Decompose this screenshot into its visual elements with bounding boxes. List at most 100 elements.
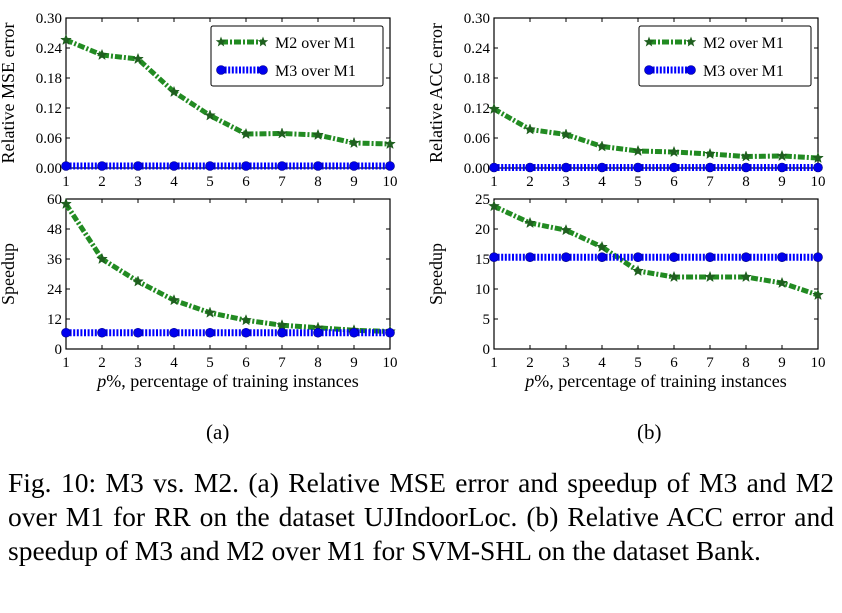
data-point-m3 <box>97 161 107 171</box>
data-point-m3 <box>169 327 179 338</box>
x-tick-label: 3 <box>562 174 570 190</box>
x-tick-label: 4 <box>598 355 606 371</box>
y-tick-label: 15 <box>475 252 490 268</box>
data-point-m3 <box>133 327 143 338</box>
data-point-m3 <box>777 252 787 263</box>
x-tick-label: 6 <box>670 174 678 190</box>
subfigure-label-a: (a) <box>206 420 230 444</box>
x-tick-label: 8 <box>742 174 750 190</box>
x-tick-label: 3 <box>134 174 142 190</box>
x-tick-label: 5 <box>206 174 214 190</box>
y-axis-label: Speedup <box>426 243 446 305</box>
data-point-m3 <box>385 161 395 171</box>
data-point-m2 <box>384 137 396 150</box>
y-tick-label: 0.24 <box>464 41 491 57</box>
y-tick-label: 0.12 <box>464 101 490 117</box>
y-tick-label: 0.30 <box>464 11 490 27</box>
y-tick-label: 10 <box>475 282 490 298</box>
data-point-m3 <box>597 162 607 173</box>
x-tick-label: 9 <box>778 174 786 190</box>
data-point-m2 <box>312 128 324 141</box>
y-tick-label: 0.30 <box>36 11 62 27</box>
x-tick-label: 9 <box>350 174 358 190</box>
legend-marker-m3 <box>258 65 268 75</box>
data-point-m3 <box>313 161 323 171</box>
data-point-m2 <box>204 109 216 121</box>
x-tick-label: 3 <box>134 355 142 371</box>
data-point-m3 <box>489 162 499 173</box>
y-tick-label: 20 <box>475 222 490 238</box>
data-point-m2 <box>168 85 180 98</box>
y-tick-label: 0 <box>55 342 63 358</box>
data-point-m3 <box>97 327 107 338</box>
data-point-m2 <box>276 127 288 139</box>
y-tick-label: 0.24 <box>36 41 63 57</box>
legend-marker-m2 <box>257 36 269 47</box>
data-point-m2 <box>132 275 144 287</box>
figure-plots: 1 2 3 4 5 6 7 8 9 100.000.060.120.180.240.30Relat… <box>0 11 826 391</box>
x-tick-label: 6 <box>670 355 678 371</box>
x-tick-label: 1 <box>62 355 70 371</box>
data-point-m3 <box>277 327 287 338</box>
plot-frame <box>493 198 819 350</box>
y-tick-label: 0.00 <box>464 161 490 177</box>
data-point-m2 <box>596 240 608 253</box>
data-point-m3 <box>133 161 143 171</box>
data-point-m3 <box>813 162 823 173</box>
x-tick-label: 10 <box>811 355 826 371</box>
legend: M2 over M1 M3 over M1 <box>638 25 812 87</box>
legend-marker-m3 <box>216 65 226 75</box>
chart-b-top: 1 2 3 4 5 6 7 8 9 10 0.00 0.06 0.12 0.18 0.24 0.30 Relat… <box>426 11 826 190</box>
legend-marker-m3 <box>644 65 654 75</box>
data-point-m2 <box>740 150 752 162</box>
data-point-m3 <box>385 327 395 338</box>
data-point-m2 <box>704 270 716 283</box>
y-tick-label: 5 <box>483 312 491 328</box>
data-point-m3 <box>489 252 499 263</box>
legend-marker-m2 <box>685 36 697 47</box>
figure-caption: Fig. 10: M3 vs. M2. (a) Relative MSE err… <box>8 467 834 566</box>
y-tick-label: 24 <box>47 282 63 298</box>
x-tick-label: 9 <box>350 355 358 371</box>
x-tick-label: 2 <box>526 355 534 371</box>
y-tick-label: 0.00 <box>36 161 62 177</box>
y-tick-label: 0.18 <box>36 71 62 87</box>
legend-label: M2 over M1 <box>703 35 784 52</box>
y-axis-label: Relative MSE error <box>0 23 18 164</box>
data-point-m3 <box>169 161 179 171</box>
data-point-m3 <box>705 162 715 173</box>
data-point-m2 <box>632 144 644 157</box>
data-point-m3 <box>705 252 715 263</box>
legend-label: M3 over M1 <box>275 63 356 80</box>
x-tick-label: 1 <box>490 355 498 371</box>
data-point-m3 <box>205 161 215 171</box>
data-point-m3 <box>669 162 679 173</box>
data-point-m3 <box>241 161 251 171</box>
x-tick-label: 7 <box>278 174 286 190</box>
data-point-m2 <box>632 264 644 277</box>
x-tick-label: 2 <box>98 355 106 371</box>
x-tick-label: 4 <box>170 355 178 371</box>
x-tick-label: 7 <box>278 355 286 371</box>
y-tick-label: 12 <box>47 312 62 328</box>
x-tick-label: 8 <box>314 355 322 371</box>
data-point-m2 <box>524 123 536 135</box>
data-point-m2 <box>488 102 500 115</box>
data-point-m3 <box>741 252 751 263</box>
data-point-m2 <box>704 147 716 160</box>
x-tick-label: 10 <box>383 174 398 190</box>
x-tick-label: 2 <box>98 174 106 190</box>
y-axis-label: Speedup <box>0 243 18 305</box>
data-point-m3 <box>561 252 571 263</box>
data-point-m3 <box>525 162 535 173</box>
x-tick-label: 4 <box>170 174 178 190</box>
x-tick-label: 10 <box>383 355 398 371</box>
y-tick-label: 48 <box>47 222 62 238</box>
data-point-m3 <box>633 252 643 263</box>
data-point-m3 <box>205 327 215 338</box>
x-axis-label: p%, percentage of training instances <box>523 371 786 391</box>
x-tick-label: 2 <box>526 174 534 190</box>
legend-marker-m2 <box>215 36 227 47</box>
data-point-m2 <box>204 306 216 318</box>
series-line-m2 <box>63 202 391 334</box>
